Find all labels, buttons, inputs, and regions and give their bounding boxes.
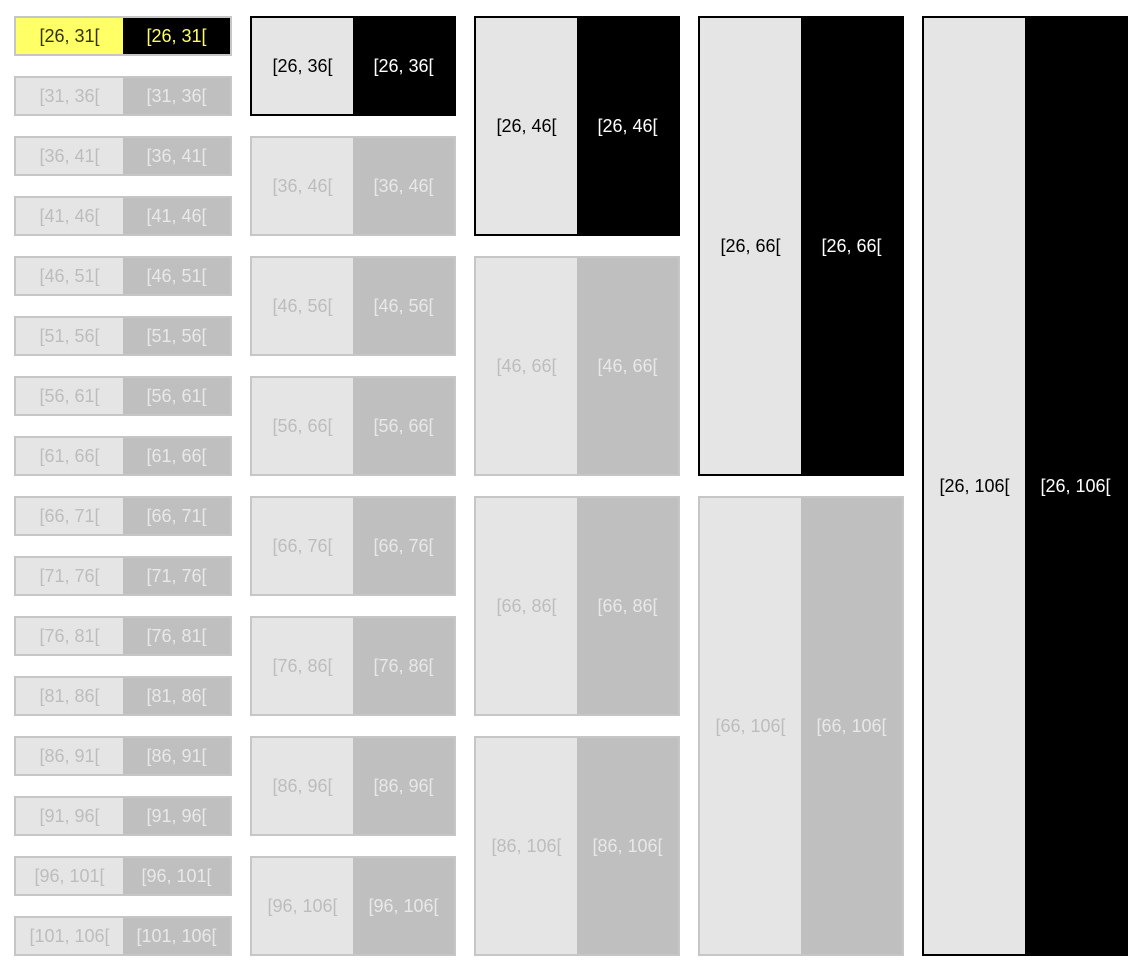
interval-label-right: [56, 61[ (123, 378, 230, 414)
interval-label-left: [46, 51[ (16, 258, 123, 294)
interval-label-right: [66, 76[ (353, 498, 454, 594)
interval-cell: [76, 86[[76, 86[ (250, 616, 456, 716)
interval-label-right: [86, 106[ (577, 738, 678, 954)
interval-label-right: [26, 31[ (123, 18, 230, 54)
interval-cell: [61, 66[[61, 66[ (14, 436, 232, 476)
interval-cell: [26, 31[[26, 31[ (14, 16, 232, 56)
interval-label-left: [66, 71[ (16, 498, 123, 534)
interval-label-right: [101, 106[ (123, 918, 230, 954)
interval-label-left: [41, 46[ (16, 198, 123, 234)
interval-cell: [66, 71[[66, 71[ (14, 496, 232, 536)
interval-label-right: [26, 46[ (577, 18, 678, 234)
interval-cell: [86, 91[[86, 91[ (14, 736, 232, 776)
interval-label-left: [86, 91[ (16, 738, 123, 774)
interval-label-left: [86, 96[ (252, 738, 353, 834)
interval-label-right: [76, 86[ (353, 618, 454, 714)
interval-cell: [101, 106[[101, 106[ (14, 916, 232, 956)
interval-label-left: [36, 46[ (252, 138, 353, 234)
interval-label-left: [96, 101[ (16, 858, 123, 894)
interval-label-right: [86, 91[ (123, 738, 230, 774)
interval-label-left: [56, 66[ (252, 378, 353, 474)
interval-cell: [46, 51[[46, 51[ (14, 256, 232, 296)
interval-label-right: [46, 56[ (353, 258, 454, 354)
interval-label-left: [26, 106[ (924, 18, 1025, 954)
interval-label-right: [76, 81[ (123, 618, 230, 654)
interval-cell: [66, 106[[66, 106[ (698, 496, 904, 956)
interval-label-right: [26, 66[ (801, 18, 902, 474)
interval-cell: [56, 66[[56, 66[ (250, 376, 456, 476)
interval-cell: [56, 61[[56, 61[ (14, 376, 232, 416)
interval-cell: [36, 41[[36, 41[ (14, 136, 232, 176)
interval-cell: [46, 66[[46, 66[ (474, 256, 680, 476)
interval-cell: [46, 56[[46, 56[ (250, 256, 456, 356)
interval-label-right: [26, 106[ (1025, 18, 1126, 954)
interval-cell: [26, 36[[26, 36[ (250, 16, 456, 116)
interval-label-right: [61, 66[ (123, 438, 230, 474)
interval-label-right: [86, 96[ (353, 738, 454, 834)
interval-cell: [86, 106[[86, 106[ (474, 736, 680, 956)
interval-cell: [31, 36[[31, 36[ (14, 76, 232, 116)
interval-label-right: [41, 46[ (123, 198, 230, 234)
interval-cell: [51, 56[[51, 56[ (14, 316, 232, 356)
interval-label-right: [66, 71[ (123, 498, 230, 534)
interval-label-right: [31, 36[ (123, 78, 230, 114)
interval-cell: [86, 96[[86, 96[ (250, 736, 456, 836)
interval-label-left: [66, 86[ (476, 498, 577, 714)
interval-label-left: [66, 76[ (252, 498, 353, 594)
interval-cell: [26, 106[[26, 106[ (922, 16, 1128, 956)
interval-label-right: [51, 56[ (123, 318, 230, 354)
interval-cell: [71, 76[[71, 76[ (14, 556, 232, 596)
interval-label-left: [76, 86[ (252, 618, 353, 714)
interval-label-right: [66, 106[ (801, 498, 902, 954)
interval-label-right: [66, 86[ (577, 498, 678, 714)
interval-cell: [36, 46[[36, 46[ (250, 136, 456, 236)
interval-label-right: [56, 66[ (353, 378, 454, 474)
interval-label-left: [31, 36[ (16, 78, 123, 114)
interval-cell: [66, 86[[66, 86[ (474, 496, 680, 716)
interval-label-left: [26, 36[ (252, 18, 353, 114)
interval-label-right: [26, 36[ (353, 18, 454, 114)
interval-label-left: [96, 106[ (252, 858, 353, 954)
interval-label-left: [101, 106[ (16, 918, 123, 954)
interval-cell: [26, 46[[26, 46[ (474, 16, 680, 236)
interval-label-left: [36, 41[ (16, 138, 123, 174)
interval-label-left: [51, 56[ (16, 318, 123, 354)
interval-cell: [66, 76[[66, 76[ (250, 496, 456, 596)
interval-label-right: [96, 106[ (353, 858, 454, 954)
interval-label-left: [61, 66[ (16, 438, 123, 474)
interval-label-left: [56, 61[ (16, 378, 123, 414)
interval-cell: [26, 66[[26, 66[ (698, 16, 904, 476)
interval-cell: [76, 81[[76, 81[ (14, 616, 232, 656)
interval-label-left: [71, 76[ (16, 558, 123, 594)
interval-label-left: [26, 31[ (16, 18, 123, 54)
interval-label-left: [86, 106[ (476, 738, 577, 954)
interval-cell: [91, 96[[91, 96[ (14, 796, 232, 836)
interval-cell: [96, 101[[96, 101[ (14, 856, 232, 896)
interval-label-right: [91, 96[ (123, 798, 230, 834)
interval-label-right: [46, 66[ (577, 258, 678, 474)
interval-label-left: [46, 66[ (476, 258, 577, 474)
interval-label-right: [36, 41[ (123, 138, 230, 174)
interval-label-left: [26, 46[ (476, 18, 577, 234)
interval-label-left: [76, 81[ (16, 618, 123, 654)
interval-label-left: [91, 96[ (16, 798, 123, 834)
interval-cell: [41, 46[[41, 46[ (14, 196, 232, 236)
interval-cell: [81, 86[[81, 86[ (14, 676, 232, 716)
interval-label-left: [81, 86[ (16, 678, 123, 714)
interval-label-left: [66, 106[ (700, 498, 801, 954)
interval-cell: [96, 106[[96, 106[ (250, 856, 456, 956)
interval-label-left: [46, 56[ (252, 258, 353, 354)
interval-label-right: [46, 51[ (123, 258, 230, 294)
interval-label-right: [71, 76[ (123, 558, 230, 594)
interval-label-left: [26, 66[ (700, 18, 801, 474)
interval-label-right: [96, 101[ (123, 858, 230, 894)
interval-label-right: [81, 86[ (123, 678, 230, 714)
interval-label-right: [36, 46[ (353, 138, 454, 234)
